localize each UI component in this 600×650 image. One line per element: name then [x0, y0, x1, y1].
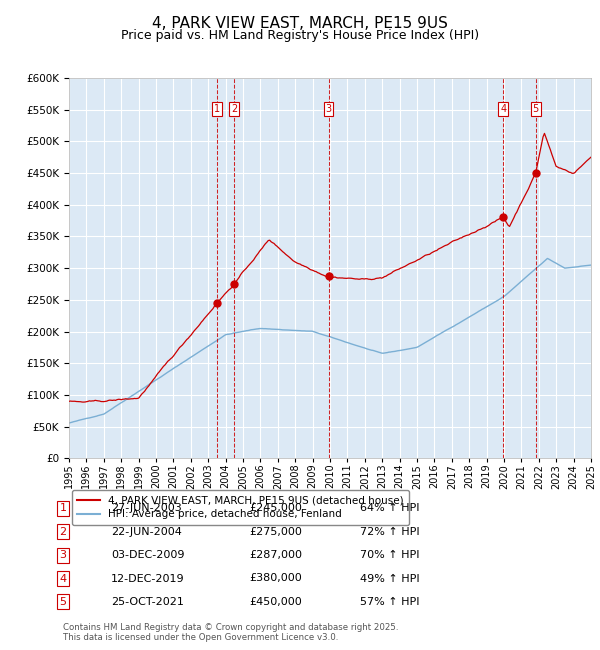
Text: £287,000: £287,000	[249, 550, 302, 560]
Text: Price paid vs. HM Land Registry's House Price Index (HPI): Price paid vs. HM Land Registry's House …	[121, 29, 479, 42]
Text: 5: 5	[59, 597, 67, 607]
Text: Contains HM Land Registry data © Crown copyright and database right 2025.
This d: Contains HM Land Registry data © Crown c…	[63, 623, 398, 642]
Text: 12-DEC-2019: 12-DEC-2019	[111, 573, 185, 584]
Text: 4, PARK VIEW EAST, MARCH, PE15 9US: 4, PARK VIEW EAST, MARCH, PE15 9US	[152, 16, 448, 31]
Text: £245,000: £245,000	[249, 503, 302, 514]
Text: 57% ↑ HPI: 57% ↑ HPI	[360, 597, 419, 607]
Text: £380,000: £380,000	[249, 573, 302, 584]
Legend: 4, PARK VIEW EAST, MARCH, PE15 9US (detached house), HPI: Average price, detache: 4, PARK VIEW EAST, MARCH, PE15 9US (deta…	[71, 490, 409, 525]
Text: 1: 1	[214, 104, 220, 114]
Text: 70% ↑ HPI: 70% ↑ HPI	[360, 550, 419, 560]
Text: 03-DEC-2009: 03-DEC-2009	[111, 550, 185, 560]
Text: 1: 1	[59, 503, 67, 514]
Text: 5: 5	[533, 104, 539, 114]
Text: 3: 3	[326, 104, 332, 114]
Text: £275,000: £275,000	[249, 526, 302, 537]
Text: 22-JUN-2004: 22-JUN-2004	[111, 526, 182, 537]
Text: £450,000: £450,000	[249, 597, 302, 607]
Text: 25-OCT-2021: 25-OCT-2021	[111, 597, 184, 607]
Text: 4: 4	[500, 104, 506, 114]
Text: 27-JUN-2003: 27-JUN-2003	[111, 503, 182, 514]
Text: 64% ↑ HPI: 64% ↑ HPI	[360, 503, 419, 514]
Text: 3: 3	[59, 550, 67, 560]
Text: 72% ↑ HPI: 72% ↑ HPI	[360, 526, 419, 537]
Text: 4: 4	[59, 573, 67, 584]
Text: 49% ↑ HPI: 49% ↑ HPI	[360, 573, 419, 584]
Text: 2: 2	[231, 104, 237, 114]
Text: 2: 2	[59, 526, 67, 537]
